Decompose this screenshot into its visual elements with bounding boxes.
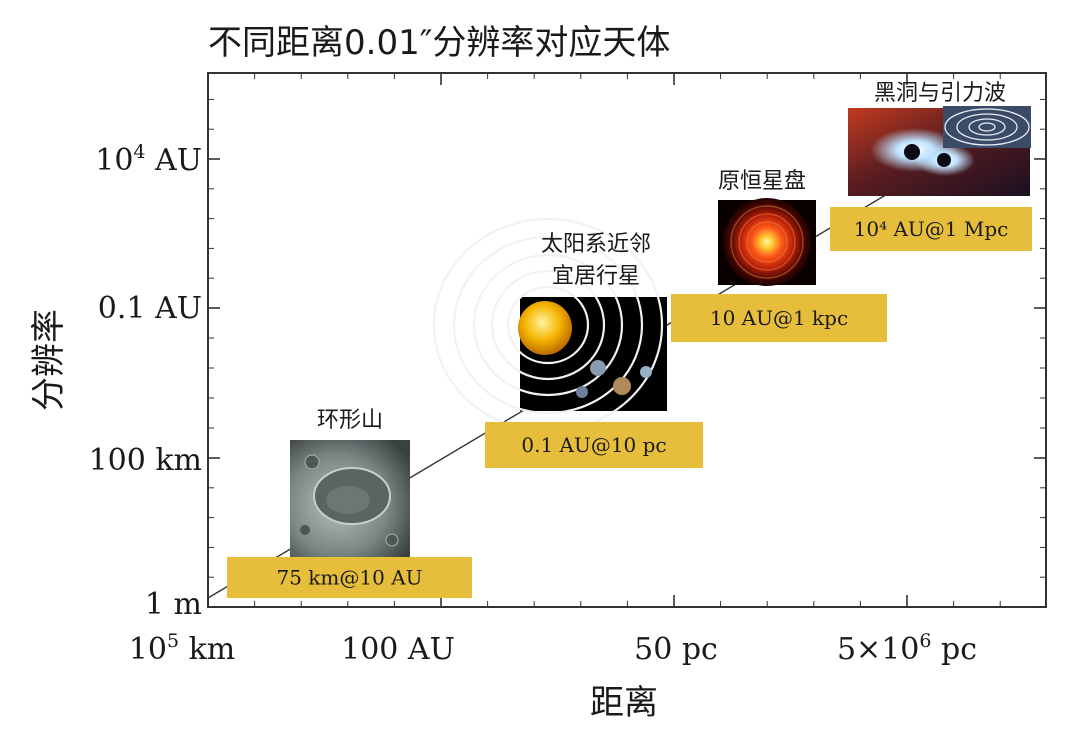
resolution-label: 10 AU@1 kpc — [710, 306, 848, 330]
resolution-label: 0.1 AU@10 pc — [521, 433, 666, 457]
object-label: 原恒星盘 — [718, 169, 806, 194]
black-hole-merger-image — [848, 106, 1031, 196]
y-axis-title: 分辨率 — [29, 309, 69, 411]
x-tick-label-3: 5×106 pc — [837, 630, 977, 667]
object-label: 黑洞与引力波 — [874, 81, 1006, 106]
resolution-label-box-3 — [830, 207, 1032, 251]
protoplanetary-disk-image — [718, 198, 816, 286]
object-label: 太阳系近邻 — [541, 232, 651, 257]
resolution-label: 75 km@10 AU — [277, 566, 423, 590]
x-tick-label-0: 105 km — [129, 630, 235, 667]
resolution-label-box-1 — [485, 422, 703, 468]
y-tick-label-1: 100 km — [89, 443, 202, 478]
x-tick-label-2: 50 pc — [634, 632, 718, 667]
object-label: 环形山 — [317, 408, 383, 433]
object-label: 宜居行星 — [552, 264, 640, 289]
y-tick-label-2: 0.1 AU — [98, 291, 202, 326]
x-axis-title: 距离 — [590, 683, 658, 723]
chart-title: 不同距离0.01″分辨率对应天体 — [208, 23, 670, 63]
x-tick-label-1: 100 AU — [341, 632, 455, 667]
y-tick-label-3: 104 AU — [95, 141, 202, 178]
resolution-label-box-2 — [671, 294, 887, 342]
solar-system-image — [432, 217, 667, 433]
y-tick-label-0: 1 m — [145, 587, 202, 622]
minor-ticks — [208, 73, 1046, 607]
resolution-label-box-0 — [227, 557, 472, 598]
resolution-label: 10⁴ AU@1 Mpc — [854, 217, 1009, 241]
lunar-crater-image — [290, 440, 410, 557]
